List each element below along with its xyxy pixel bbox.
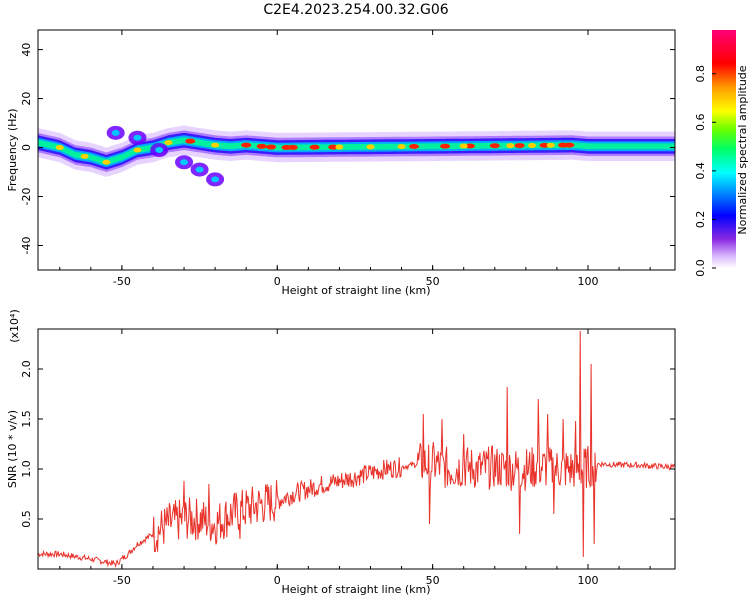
colorbar-tick-label: 0.2 bbox=[694, 211, 707, 229]
spectrogram-warm-spot bbox=[546, 142, 555, 148]
spectrogram-branch-core bbox=[195, 166, 204, 173]
y-tick-label: 1.0 bbox=[20, 460, 33, 478]
x-tick-label: -50 bbox=[113, 275, 131, 288]
snr-ylabel: SNR (10 * v/v) bbox=[6, 410, 19, 488]
spectrogram-peak bbox=[489, 143, 500, 149]
x-tick-label: 0 bbox=[274, 275, 281, 288]
y-tick-label: 20 bbox=[20, 92, 33, 106]
spectrogram-frame bbox=[37, 29, 676, 271]
spectrogram-warm-spot bbox=[102, 159, 111, 165]
spectrogram-branch-core bbox=[111, 129, 120, 136]
spectrogram-warm-spot bbox=[366, 144, 375, 150]
colorbar-tick-label: 0.8 bbox=[694, 65, 707, 83]
spectrogram-warm-spot bbox=[506, 143, 515, 149]
snr-frame bbox=[37, 328, 676, 570]
x-tick-label: 0 bbox=[274, 574, 281, 587]
x-tick-label: 100 bbox=[577, 275, 598, 288]
spectrogram-peak bbox=[287, 144, 298, 150]
spectrogram-branch-core bbox=[180, 159, 189, 166]
colorbar-tick-label: 0.4 bbox=[694, 162, 707, 180]
spectrogram-peak bbox=[539, 142, 550, 148]
spectrogram-peak bbox=[185, 138, 196, 144]
spectrogram-warm-spot bbox=[397, 144, 406, 150]
spectrogram-peak bbox=[464, 143, 475, 149]
x-tick-label: 50 bbox=[426, 574, 440, 587]
spectrogram-peak bbox=[266, 144, 277, 150]
spectrogram-peak bbox=[514, 143, 525, 149]
y-tick-label: 40 bbox=[20, 43, 33, 57]
snr-axes: -50 0 50 100 0.5 1.0 1.5 2.0 bbox=[20, 329, 675, 587]
y-tick-label: -40 bbox=[20, 237, 33, 255]
spectrogram-axes: -50 0 50 100 -40 -20 0 20 40 bbox=[20, 30, 675, 288]
spectrogram-marks bbox=[38, 125, 675, 187]
spectrogram-peak bbox=[256, 143, 267, 149]
figure-title: C2E4.2023.254.00.32.G06 bbox=[263, 2, 448, 18]
spectrogram-warm-spot bbox=[133, 147, 142, 153]
colorbar-tick-label: 0.0 bbox=[694, 259, 707, 277]
y-tick-label: -20 bbox=[20, 188, 33, 206]
y-tick-label: 1.5 bbox=[20, 410, 33, 428]
spectrogram-warm-spot bbox=[335, 144, 344, 150]
spectrogram-panel: -50 0 50 100 -40 -20 0 20 40 Height of straight … bbox=[6, 29, 676, 297]
spectrogram-branch-core bbox=[211, 176, 220, 183]
spectrogram-peak bbox=[309, 144, 320, 150]
snr-xlabel: Height of straight line (km) bbox=[281, 583, 430, 596]
colorbar-ticks: 0.0 0.2 0.4 0.6 0.8 bbox=[694, 65, 716, 277]
spectrogram-warm-spot bbox=[528, 142, 537, 148]
spectrogram-peak bbox=[408, 143, 419, 149]
spectrogram-warm-spot bbox=[55, 145, 64, 151]
spectrogram-warm-spot bbox=[459, 143, 468, 149]
spectrogram-warm-spot bbox=[80, 153, 89, 159]
colorbar: 0.0 0.2 0.4 0.6 0.8 Normalized spectral ampl… bbox=[694, 30, 749, 277]
colorbar-label: Normalized spectral amplitude bbox=[736, 65, 749, 234]
y-tick-label: 2.0 bbox=[20, 360, 33, 378]
colorbar-gradient bbox=[712, 30, 736, 268]
snr-panel: -50 0 50 100 0.5 1.0 1.5 2.0 Height of straight… bbox=[6, 309, 676, 596]
spectrogram-peak bbox=[440, 143, 451, 149]
spectrogram-xlabel: Height of straight line (km) bbox=[281, 284, 430, 297]
snr-series-line bbox=[38, 330, 675, 569]
x-tick-label: 50 bbox=[426, 275, 440, 288]
colorbar-tick-label: 0.6 bbox=[694, 114, 707, 131]
spectrogram-peak bbox=[241, 142, 252, 148]
y-tick-label: 0.5 bbox=[20, 510, 33, 528]
y-tick-label: 0 bbox=[20, 144, 33, 151]
spectrogram-warm-spot bbox=[211, 142, 220, 148]
spectrogram-peak bbox=[328, 144, 339, 150]
spectrogram-peak bbox=[564, 142, 575, 148]
x-tick-label: -50 bbox=[113, 574, 131, 587]
spectrogram-branch-core bbox=[155, 147, 164, 153]
spectrogram-branch-core bbox=[133, 134, 142, 141]
spectrogram-ylabel: Frequency (Hz) bbox=[6, 109, 19, 192]
x-tick-label: 100 bbox=[577, 574, 598, 587]
snr-yscale-label: (x10⁴) bbox=[8, 309, 21, 343]
spectrogram-warm-spot bbox=[164, 140, 173, 146]
